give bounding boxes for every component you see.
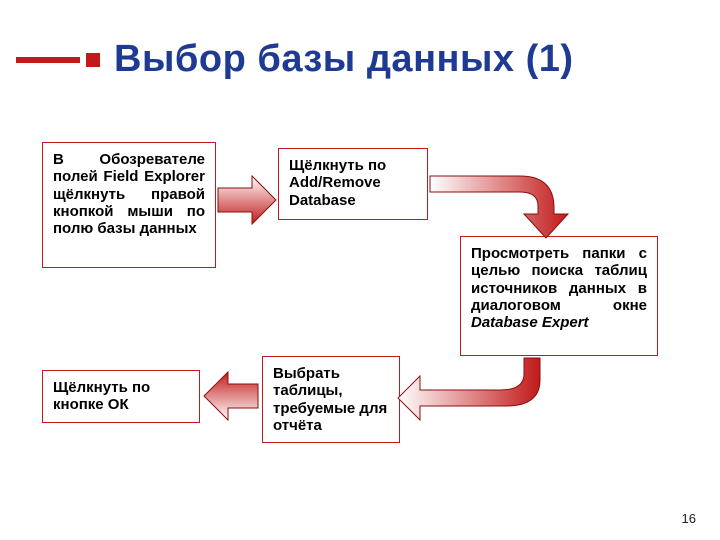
arrow-n4-n5 [204, 372, 258, 420]
arrow-n2-n3 [430, 176, 568, 238]
arrow-n1-n2 [218, 176, 276, 224]
flow-arrows [0, 0, 720, 540]
page-number: 16 [682, 511, 696, 526]
arrow-n3-n4 [398, 358, 540, 420]
